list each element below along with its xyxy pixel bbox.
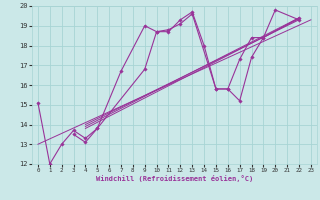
X-axis label: Windchill (Refroidissement éolien,°C): Windchill (Refroidissement éolien,°C) (96, 175, 253, 182)
